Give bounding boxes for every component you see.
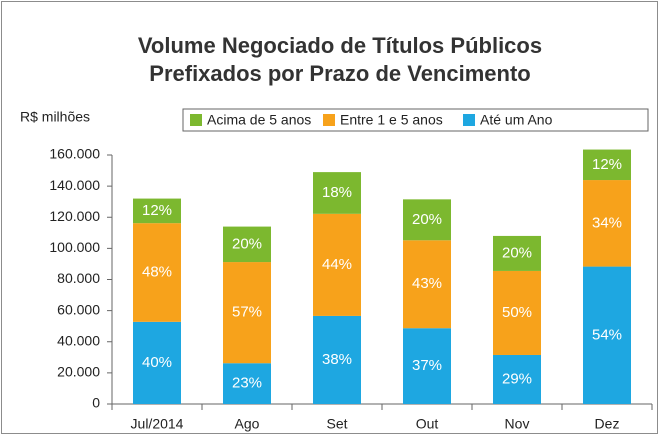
- bar-segment: [133, 198, 181, 224]
- data-label: 23%: [232, 375, 262, 392]
- data-label: 18%: [322, 184, 352, 201]
- y-tick-label: 100.000: [49, 239, 100, 255]
- data-label: 34%: [592, 214, 622, 231]
- bar-segment: [583, 180, 631, 267]
- x-tick-label: Jul/2014: [131, 416, 184, 432]
- bar-segment: [133, 223, 181, 322]
- data-label: 40%: [142, 354, 172, 371]
- bar-segment: [403, 240, 451, 329]
- y-tick-label: 120.000: [49, 208, 100, 224]
- data-label: 12%: [592, 156, 622, 173]
- data-label: 57%: [232, 304, 262, 321]
- y-tick-label: 60.000: [57, 301, 100, 317]
- bar-segment: [403, 328, 451, 404]
- legend-label: Até um Ano: [480, 112, 553, 128]
- legend-label: Acima de 5 anos: [207, 112, 311, 128]
- x-tick-label: Nov: [505, 416, 530, 432]
- data-label: 20%: [412, 211, 442, 228]
- data-label: 44%: [322, 256, 352, 273]
- chart-title: Prefixados por Prazo de Vencimento: [149, 61, 530, 86]
- y-axis-label: R$ milhões: [20, 109, 90, 125]
- data-label: 48%: [142, 263, 172, 280]
- legend-swatch: [323, 114, 335, 126]
- bar-segment: [493, 235, 541, 271]
- y-tick-label: 160.000: [49, 146, 100, 162]
- bar-segment: [133, 321, 181, 404]
- x-tick-label: Dez: [595, 416, 620, 432]
- bar-segment: [223, 262, 271, 364]
- x-tick-label: Ago: [235, 416, 260, 432]
- legend-swatch: [463, 114, 475, 126]
- bar-segment: [313, 172, 361, 214]
- data-label: 54%: [592, 326, 622, 343]
- data-label: 12%: [142, 202, 172, 219]
- data-label: 29%: [502, 370, 532, 387]
- x-tick-label: Set: [326, 416, 347, 432]
- bar-segment: [583, 266, 631, 404]
- chart-title: Volume Negociado de Títulos Públicos: [138, 33, 542, 58]
- y-tick-label: 80.000: [57, 270, 100, 286]
- bar-segment: [403, 199, 451, 241]
- bar-segment: [313, 315, 361, 404]
- bar-segment: [313, 213, 361, 316]
- legend-label: Entre 1 e 5 anos: [340, 112, 443, 128]
- y-tick-label: 0: [92, 395, 100, 411]
- data-label: 20%: [502, 244, 532, 261]
- bar-segment: [583, 149, 631, 181]
- legend-swatch: [190, 114, 202, 126]
- y-tick-label: 140.000: [49, 177, 100, 193]
- legend-box: [182, 108, 649, 132]
- bar-segment: [223, 363, 271, 404]
- data-label: 38%: [322, 351, 352, 368]
- data-label: 20%: [232, 235, 262, 252]
- data-label: 37%: [412, 357, 442, 374]
- bar-segment: [493, 354, 541, 404]
- bar-segment: [493, 270, 541, 355]
- bar-segment: [223, 226, 271, 263]
- x-tick-label: Out: [416, 416, 439, 432]
- data-label: 43%: [412, 275, 442, 292]
- y-tick-label: 20.000: [57, 364, 100, 380]
- data-label: 50%: [502, 304, 532, 321]
- y-tick-label: 40.000: [57, 332, 100, 348]
